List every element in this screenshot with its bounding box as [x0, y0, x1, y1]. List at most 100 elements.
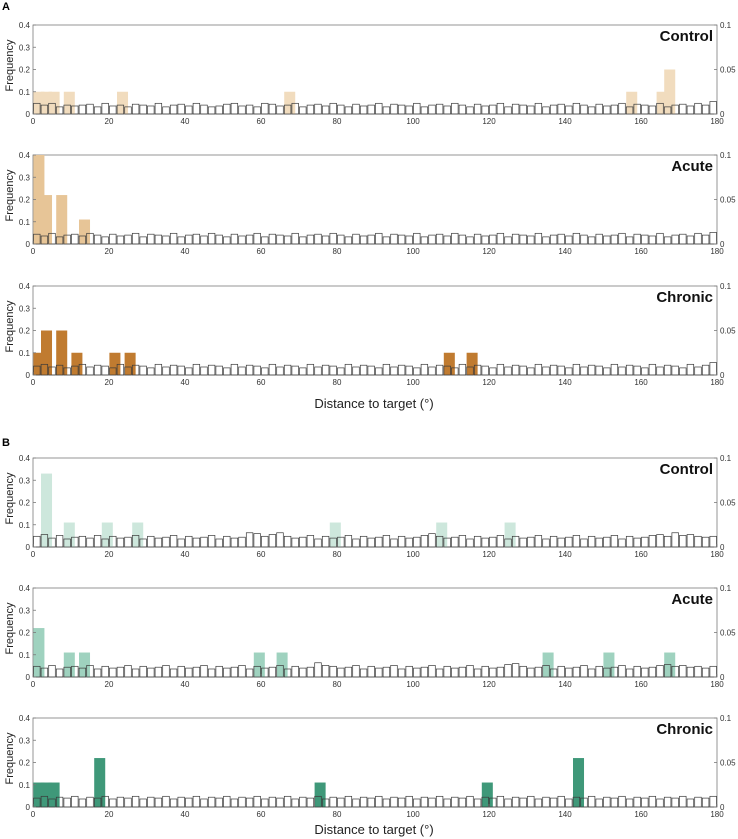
x-tick-label: 160 [634, 810, 648, 819]
reference-bar [511, 535, 520, 548]
reference-bar [207, 106, 216, 115]
reference-bar [382, 798, 391, 808]
reference-bar [367, 665, 375, 678]
reference-bar [154, 537, 163, 548]
reference-bar [329, 365, 337, 376]
reference-bar [147, 105, 155, 115]
subplots: 0 0.1 0.2 0.3 0.4 0 0.05 0.1 0 20 40 60 80 100 120 140 1… [4, 21, 736, 819]
reference-bar [390, 796, 398, 808]
reference-bar [504, 664, 512, 678]
reference-bar [587, 795, 596, 808]
reference-bar [337, 797, 345, 808]
reference-bar [603, 667, 611, 678]
subject-bar [466, 352, 478, 375]
reference-bar [63, 797, 71, 808]
reference-bar [595, 798, 603, 808]
x-tick-label: 140 [558, 810, 572, 819]
reference-bar [420, 106, 429, 115]
y-tick-label-right: 0.05 [720, 629, 736, 638]
reference-bar [276, 105, 284, 115]
subject-bar [41, 195, 53, 244]
reference-bar [169, 364, 178, 376]
reference-bar [549, 234, 558, 245]
y-axis-title: Frequency [4, 169, 16, 221]
reference-bar [496, 535, 505, 548]
panel-a-x-axis-title: Distance to target (°) [314, 396, 433, 411]
reference-bar [299, 536, 307, 548]
y-axis-title: Frequency [4, 300, 16, 352]
reference-bar [124, 234, 132, 245]
reference-bar [337, 667, 345, 678]
x-tick-label: 140 [558, 550, 572, 559]
reference-bar [154, 102, 163, 115]
reference-bar [709, 362, 717, 376]
x-tick-label: 180 [710, 378, 724, 387]
reference-bar [572, 232, 581, 245]
reference-bar [671, 104, 679, 115]
reference-bar [238, 796, 246, 808]
x-tick-label: 80 [333, 550, 342, 559]
y-tick-label-right: 0.05 [720, 759, 736, 768]
reference-bar [124, 106, 132, 115]
reference-bar [291, 798, 299, 808]
reference-bar [245, 234, 254, 245]
subject-bar [56, 195, 68, 244]
x-tick-label: 120 [482, 550, 496, 559]
reference-bar [131, 795, 140, 808]
reference-bar [435, 103, 444, 115]
reference-bar [177, 365, 185, 376]
x-tick-label: 160 [634, 550, 648, 559]
x-tick-label: 60 [257, 247, 266, 256]
reference-bar [648, 363, 657, 376]
reference-bar [458, 797, 467, 808]
reference-bar [679, 103, 687, 115]
reference-bar [587, 535, 596, 548]
reference-bar [367, 365, 375, 376]
reference-bar [268, 103, 277, 115]
reference-bar [527, 667, 535, 678]
y-tick-label-left: 0.2 [19, 759, 31, 768]
reference-bar [71, 105, 79, 115]
reference-bar [245, 797, 254, 808]
reference-bar [291, 537, 299, 548]
reference-bar [48, 232, 56, 245]
reference-bar [686, 798, 695, 808]
reference-bar [694, 665, 702, 678]
reference-bar [458, 104, 467, 115]
reference-bar [701, 797, 710, 808]
reference-bar [656, 798, 664, 808]
reference-bar [321, 364, 330, 376]
reference-bar [48, 366, 56, 376]
reference-bar [147, 667, 155, 678]
reference-bar [276, 665, 284, 678]
reference-bar [549, 535, 558, 548]
reference-bar [542, 106, 550, 115]
reference-bar [177, 538, 185, 548]
reference-bar [443, 365, 451, 376]
x-tick-label: 20 [105, 378, 114, 387]
panel-b-letter: B [2, 437, 10, 449]
reference-bar [489, 367, 497, 376]
subject-bar [79, 652, 91, 677]
reference-bar [565, 105, 573, 115]
subject-bar [284, 91, 296, 114]
reference-bar [337, 536, 345, 548]
reference-bar [245, 104, 254, 115]
reference-bar [63, 367, 71, 376]
reference-bar [420, 363, 429, 376]
reference-bar [276, 366, 284, 376]
reference-bar [306, 363, 315, 376]
reference-bar [116, 796, 125, 808]
reference-bar [648, 535, 657, 548]
reference-bar [154, 363, 163, 376]
subject-bar [314, 782, 326, 807]
y-tick-label-right: 0.1 [720, 151, 732, 160]
reference-bar [701, 104, 710, 115]
reference-bar [261, 367, 269, 376]
x-tick-label: 140 [558, 378, 572, 387]
reference-bar [321, 665, 330, 678]
reference-bar [192, 363, 201, 376]
x-tick-label: 100 [406, 247, 420, 256]
reference-bar [352, 798, 360, 808]
x-tick-label: 60 [257, 550, 266, 559]
